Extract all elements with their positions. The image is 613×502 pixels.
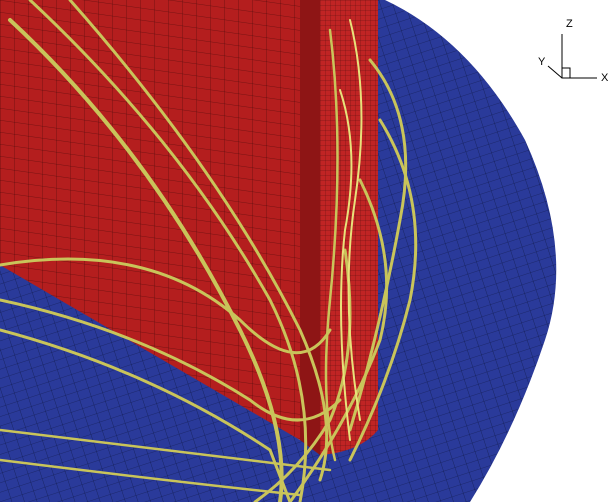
axis-triad [548, 34, 597, 78]
axis-label-y: Y [538, 56, 546, 68]
visualization: Z Y X [0, 0, 613, 502]
red-pillar-side [300, 0, 320, 455]
axis-label-x: X [601, 72, 609, 84]
red-pillar [320, 0, 378, 455]
axis-label-z: Z [566, 18, 573, 30]
